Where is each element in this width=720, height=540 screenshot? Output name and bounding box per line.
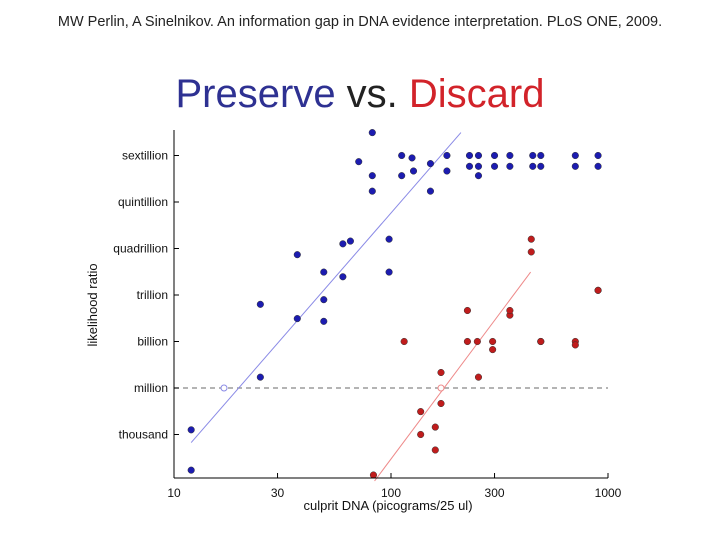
discard-data-point xyxy=(431,446,439,454)
discard-data-point xyxy=(527,248,535,256)
title-discard: Discard xyxy=(408,72,545,116)
preserve-data-point xyxy=(465,162,474,170)
discard-data-point xyxy=(369,471,377,479)
discard-data-point xyxy=(417,430,425,439)
discard-data-point xyxy=(431,423,439,431)
preserve-data-point xyxy=(256,300,264,308)
discard-data-point xyxy=(463,337,471,346)
x-axis-label: culprit DNA (picograms/25 ul) xyxy=(303,498,472,513)
preserve-data-point xyxy=(465,151,474,160)
discard-fit-line xyxy=(374,271,532,482)
preserve-data-point xyxy=(320,268,328,276)
preserve-data-point xyxy=(187,466,195,474)
x-tick-label: 1000 xyxy=(595,486,622,500)
preserve-data-point xyxy=(339,273,347,281)
discard-data-point xyxy=(506,306,514,315)
fit-lines xyxy=(174,132,608,482)
preserve-data-point xyxy=(443,167,451,175)
y-tick-label: sextillion xyxy=(122,149,168,163)
preserve-data-point xyxy=(398,151,406,160)
preserve-data-point xyxy=(408,154,416,162)
y-tick-label: billion xyxy=(137,335,168,349)
discard-data-point xyxy=(571,341,579,349)
preserve-data-point xyxy=(443,151,451,160)
preserve-data-point xyxy=(426,160,435,168)
preserve-data-point xyxy=(385,235,393,243)
discard-data-point xyxy=(489,337,497,346)
preserve-data-point xyxy=(426,187,435,195)
y-tick-label: thousand xyxy=(119,428,168,442)
preserve-data-point xyxy=(368,187,376,195)
preserve-data-point xyxy=(409,167,418,175)
discard-data-point xyxy=(489,346,497,354)
preserve-data-point xyxy=(571,151,579,160)
preserve-data-point xyxy=(293,315,301,323)
citation-text: MW Perlin, A Sinelnikov. An information … xyxy=(57,14,663,30)
title-preserve: Preserve xyxy=(175,72,336,116)
preserve-data-point xyxy=(506,151,514,160)
discard-data-point xyxy=(437,399,445,408)
preserve-data-point xyxy=(474,162,483,170)
preserve-data-point xyxy=(571,162,579,170)
data-points xyxy=(187,129,602,479)
axes: 10 30 100 300 1000 thousand million billion tril… xyxy=(113,130,622,500)
preserve-data-point xyxy=(346,237,354,245)
preserve-data-point xyxy=(398,172,406,180)
preserve-data-point xyxy=(368,129,376,137)
discard-data-point xyxy=(527,235,535,243)
discard-data-point xyxy=(473,337,481,346)
preserve-data-point xyxy=(490,151,499,160)
x-tick-label: 300 xyxy=(485,486,505,500)
preserve-data-point xyxy=(594,162,602,170)
preserve-crossing-marker xyxy=(220,384,228,392)
x-tick-label: 100 xyxy=(381,486,401,500)
preserve-data-point xyxy=(474,151,483,160)
preserve-data-point xyxy=(594,151,602,160)
slide-title: Preserve vs. Discard xyxy=(0,70,720,118)
preserve-data-point xyxy=(368,172,376,180)
discard-data-point xyxy=(463,306,471,315)
discard-data-point xyxy=(537,337,545,346)
discard-data-point xyxy=(474,373,483,381)
preserve-data-point xyxy=(320,317,328,325)
preserve-data-point xyxy=(506,162,514,170)
preserve-data-point xyxy=(537,162,545,170)
preserve-data-point xyxy=(339,240,347,248)
x-tick-label: 30 xyxy=(271,486,285,500)
preserve-fit-line xyxy=(190,132,462,443)
y-tick-label: quintillion xyxy=(118,195,168,209)
y-tick-label: million xyxy=(134,381,168,395)
preserve-data-point xyxy=(529,151,537,160)
preserve-data-point xyxy=(355,158,363,166)
preserve-data-point xyxy=(293,251,301,259)
preserve-data-point xyxy=(529,162,537,170)
preserve-data-point xyxy=(474,172,483,180)
preserve-data-point xyxy=(385,268,393,276)
title-vs: vs. xyxy=(335,72,409,116)
preserve-data-point xyxy=(187,426,195,434)
y-tick-label: quadrillion xyxy=(113,242,168,256)
preserve-data-point xyxy=(537,151,545,160)
discard-data-point xyxy=(437,368,445,377)
discard-data-point xyxy=(400,337,408,346)
discard-data-point xyxy=(594,286,602,294)
preserve-data-point xyxy=(490,162,499,170)
preserve-data-point xyxy=(320,296,328,304)
x-tick-label: 10 xyxy=(167,486,181,500)
discard-crossing-marker xyxy=(437,384,445,392)
preserve-data-point xyxy=(256,373,264,381)
discard-data-point xyxy=(417,408,425,416)
y-axis-label: likelihood ratio xyxy=(85,263,100,346)
y-tick-label: trillion xyxy=(137,288,168,302)
